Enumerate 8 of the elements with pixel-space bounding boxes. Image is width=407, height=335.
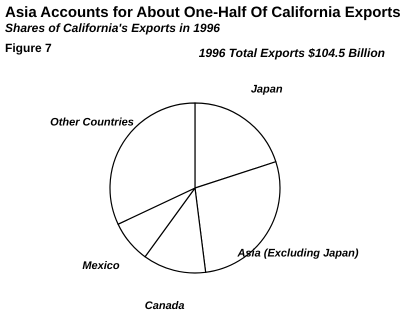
slice-label: Mexico <box>82 260 120 272</box>
chart-title: Asia Accounts for About One-Half Of California Exports <box>5 4 401 21</box>
chart-subtitle: Shares of California's Exports in 1996 <box>5 21 220 35</box>
caption: Figure 7 <box>5 41 52 55</box>
slice-label: Canada <box>144 300 185 312</box>
slice-label: Other Countries <box>50 116 134 129</box>
slice-label: Japan <box>250 83 283 96</box>
text: 1996 Total Exports $104.5 Billion <box>198 46 385 60</box>
